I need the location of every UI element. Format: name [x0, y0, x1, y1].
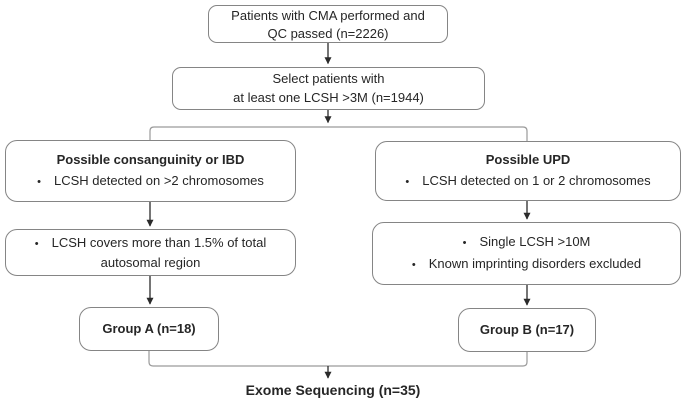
consanguinity-bullet-text: LCSH detected on >2 chromosomes [53, 173, 264, 188]
node-consanguinity-ibd: Possible consanguinity or IBD • LCSH det… [5, 140, 296, 202]
consanguinity-bullet-line: • LCSH detected on >2 chromosomes [37, 171, 264, 192]
right-criteria-bullet-text-2: Known imprinting disorders excluded [428, 256, 642, 271]
node-cma-line1: Patients with CMA performed and [231, 7, 425, 23]
right-criteria-bullet-text-1: Single LCSH >10M [479, 234, 591, 249]
bullet-icon: • [37, 176, 41, 188]
merge-connector [148, 351, 528, 367]
group-a-label: Group A (n=18) [102, 321, 196, 336]
node-group-b: Group B (n=17) [458, 308, 596, 352]
upd-bullet-line: • LCSH detected on 1 or 2 chromosomes [405, 171, 650, 192]
bullet-icon: • [34, 237, 39, 250]
node-left-criteria: • LCSH covers more than 1.5% of total au… [5, 229, 296, 276]
consanguinity-title: Possible consanguinity or IBD [56, 152, 245, 167]
bullet-icon: • [411, 259, 416, 271]
node-cma-qc: Patients with CMA performed and QC passe… [208, 5, 448, 43]
upd-title: Possible UPD [485, 152, 571, 167]
outcome-label: Exome Sequencing (n=35) [245, 382, 421, 398]
node-cma-line2: QC passed (n=2226) [267, 25, 389, 41]
node-right-criteria: • Single LCSH >10M • Known imprinting di… [372, 222, 681, 285]
left-criteria-continuation: autosomal region [100, 254, 201, 270]
right-criteria-bullet-line-2: • Known imprinting disorders excluded [412, 254, 641, 275]
bullet-icon: • [462, 237, 467, 249]
bullet-icon: • [405, 176, 410, 188]
left-criteria-bullet-line: • LCSH covers more than 1.5% of total [35, 234, 266, 253]
left-criteria-bullet-text: LCSH covers more than 1.5% of total [51, 234, 267, 250]
node-possible-upd: Possible UPD • LCSH detected on 1 or 2 c… [375, 141, 681, 201]
upd-bullet-text: LCSH detected on 1 or 2 chromosomes [422, 173, 651, 188]
node-select-line2: at least one LCSH >3M (n=1944) [233, 90, 424, 105]
node-group-a: Group A (n=18) [79, 307, 219, 351]
node-select-patients: Select patients with at least one LCSH >… [172, 67, 485, 110]
right-criteria-bullet-line-1: • Single LCSH >10M [463, 232, 591, 253]
group-b-label: Group B (n=17) [479, 322, 575, 337]
node-select-line1: Select patients with [272, 71, 385, 86]
split-connector [149, 126, 528, 141]
